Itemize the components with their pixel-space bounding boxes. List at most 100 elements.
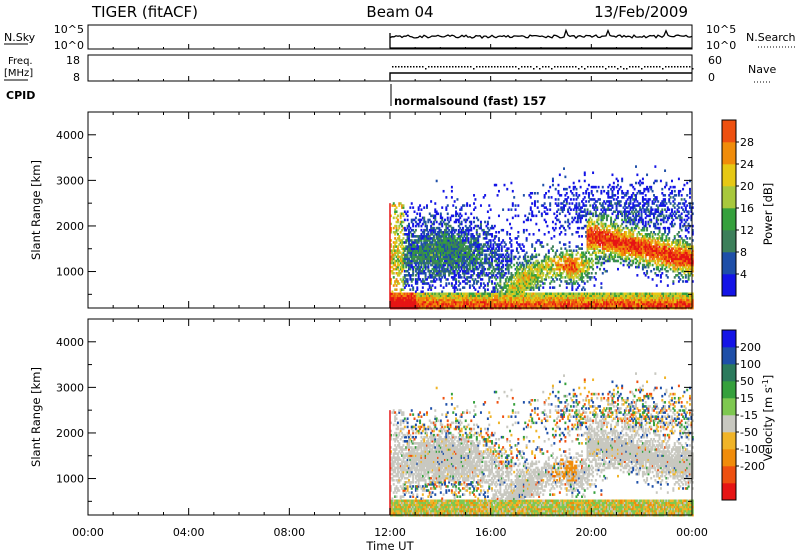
power-cell — [421, 292, 424, 296]
power-cell — [448, 255, 451, 259]
power-cell — [484, 194, 487, 197]
power-cell — [450, 228, 453, 232]
nave-dot — [416, 66, 418, 68]
power-cell — [446, 255, 449, 259]
power-cell — [419, 218, 422, 222]
power-cell — [446, 241, 449, 244]
power-cell — [391, 251, 394, 255]
power-cell — [421, 243, 424, 246]
power-cell — [406, 280, 409, 283]
power-cell — [401, 257, 404, 261]
power-cell — [413, 294, 416, 298]
power-cell — [423, 271, 426, 275]
power-cell — [430, 255, 433, 259]
power-cell — [419, 278, 422, 281]
power-cell — [448, 304, 451, 308]
power-cell — [551, 249, 554, 252]
power-cell — [398, 294, 401, 298]
nave-dot — [434, 66, 436, 68]
power-cell — [452, 267, 455, 271]
power-cell — [391, 259, 394, 263]
power-cell — [420, 304, 423, 308]
power-cell — [438, 247, 441, 250]
power-cell — [510, 239, 513, 242]
power-cell — [448, 274, 451, 277]
power-cell — [395, 267, 398, 271]
power-cell — [431, 228, 434, 232]
power-cell — [506, 187, 509, 191]
power-cell — [427, 247, 430, 250]
power-cell — [419, 235, 422, 238]
power-cell — [412, 255, 415, 259]
power-cell — [439, 247, 442, 250]
power-cell — [391, 271, 394, 275]
power-cell — [423, 251, 426, 255]
power-cell — [403, 259, 406, 263]
power-cell — [414, 294, 417, 298]
power-cell — [416, 296, 419, 300]
power-cell — [435, 271, 438, 275]
power-cell — [481, 257, 484, 261]
power-cell — [425, 247, 428, 250]
power-cell — [452, 249, 455, 252]
power-cell — [414, 255, 417, 259]
power-cell — [413, 300, 416, 304]
power-cell — [406, 255, 409, 259]
power-cell — [443, 228, 446, 232]
power-cell — [390, 243, 392, 246]
power-cell — [576, 230, 579, 234]
power-cell — [403, 294, 406, 298]
power-cell — [443, 292, 446, 296]
power-cell — [432, 235, 435, 238]
power-cell — [413, 241, 416, 244]
power-cell — [509, 233, 512, 236]
power-cell — [394, 288, 397, 291]
power-cell — [395, 216, 398, 220]
power-cell — [441, 300, 444, 304]
power-cell — [432, 304, 435, 308]
power-cell — [438, 241, 441, 244]
power-cell — [484, 267, 487, 271]
power-cell — [427, 218, 430, 222]
nave-dot — [662, 68, 664, 70]
power-cell — [452, 259, 455, 263]
power-cell — [549, 286, 552, 289]
power-cell — [470, 220, 473, 224]
power-cell — [565, 192, 568, 195]
power-cell — [446, 304, 449, 308]
power-cell — [430, 243, 433, 246]
power-cell — [607, 189, 610, 193]
nave-dot — [395, 66, 397, 68]
power-cell — [578, 179, 581, 183]
power-cell — [449, 300, 452, 304]
nave-dot — [509, 66, 511, 68]
power-cell — [417, 271, 420, 275]
power-cell — [409, 255, 412, 259]
power-cell — [449, 269, 452, 273]
power-cell — [417, 296, 420, 300]
power-cell — [572, 198, 575, 201]
nave-dot — [530, 66, 532, 68]
power-cell — [406, 235, 409, 238]
power-cell — [442, 189, 445, 193]
power-cell — [448, 300, 451, 304]
power-cell — [406, 282, 409, 285]
power-cell — [522, 220, 525, 224]
power-cell — [510, 265, 513, 269]
power-cell — [452, 257, 455, 261]
freq-tick-top: 18 — [66, 54, 80, 67]
power-cell — [439, 263, 442, 267]
power-cell — [409, 247, 412, 250]
power-cell — [533, 192, 536, 195]
power-cell — [420, 255, 423, 259]
power-cell — [403, 255, 406, 259]
power-cell — [399, 302, 402, 306]
power-cell — [442, 296, 445, 300]
power-cell — [419, 269, 422, 273]
power-cell — [405, 278, 408, 281]
power-cell — [605, 269, 608, 273]
power-cell — [569, 198, 572, 201]
power-cell — [396, 280, 399, 283]
power-cell — [401, 265, 404, 269]
power-cell — [455, 228, 458, 232]
